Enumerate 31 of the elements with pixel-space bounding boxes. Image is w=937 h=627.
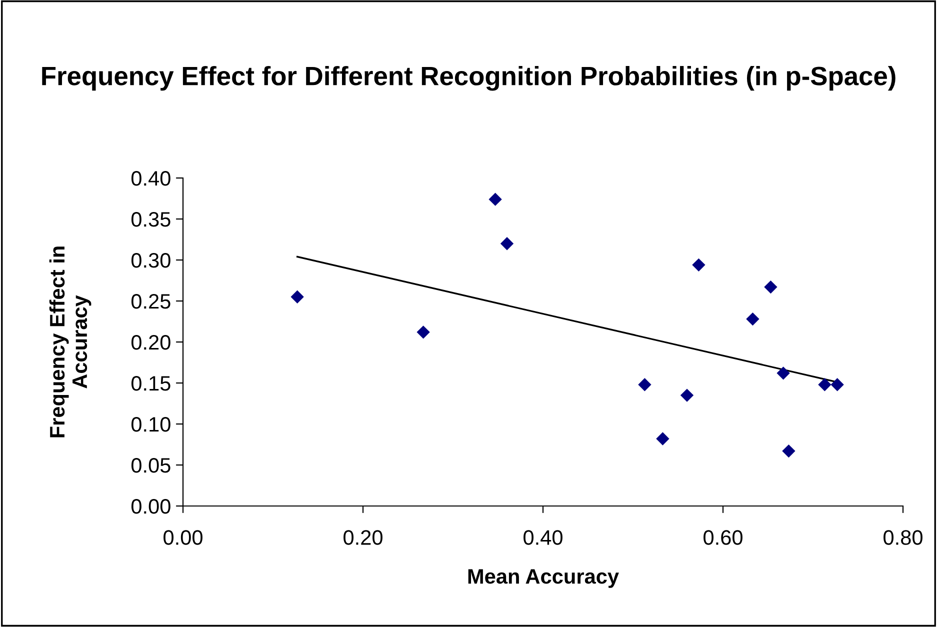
point <box>764 280 778 294</box>
point <box>782 444 796 458</box>
y-tick-label: 0.30 <box>131 253 170 268</box>
point <box>680 388 694 402</box>
y-tick-label: 0.20 <box>131 335 170 350</box>
x-tick-label: 0.20 <box>344 530 382 545</box>
y-axis-title: Frequency Effect in Accuracy <box>49 246 92 438</box>
point <box>290 290 304 304</box>
point <box>692 258 706 272</box>
x-tick-label: 0.60 <box>704 530 742 545</box>
x-tick-label: 0.00 <box>164 530 202 545</box>
y-tick-label: 0.00 <box>131 499 170 514</box>
y-tick-label: 0.05 <box>131 458 170 473</box>
x-axis-title: Mean Accuracy <box>468 569 619 588</box>
point <box>416 326 430 339</box>
point <box>746 312 760 326</box>
x-tick-label: 0.80 <box>884 530 922 545</box>
point <box>656 432 670 446</box>
point <box>776 366 790 380</box>
y-tick-label: 0.35 <box>131 212 170 227</box>
point <box>638 378 652 392</box>
x-tick-label: 0.40 <box>524 530 562 545</box>
y-tick-label: 0.25 <box>131 294 170 309</box>
point <box>488 192 502 206</box>
point <box>818 378 832 392</box>
chart-title: Frequency Effect for Different Recognition Probabilities (in p-Space) <box>42 66 896 91</box>
point <box>500 237 514 250</box>
point <box>830 378 844 392</box>
y-tick-label: 0.40 <box>131 171 170 186</box>
y-tick-label: 0.15 <box>131 376 170 391</box>
y-tick-label: 0.10 <box>131 417 170 432</box>
